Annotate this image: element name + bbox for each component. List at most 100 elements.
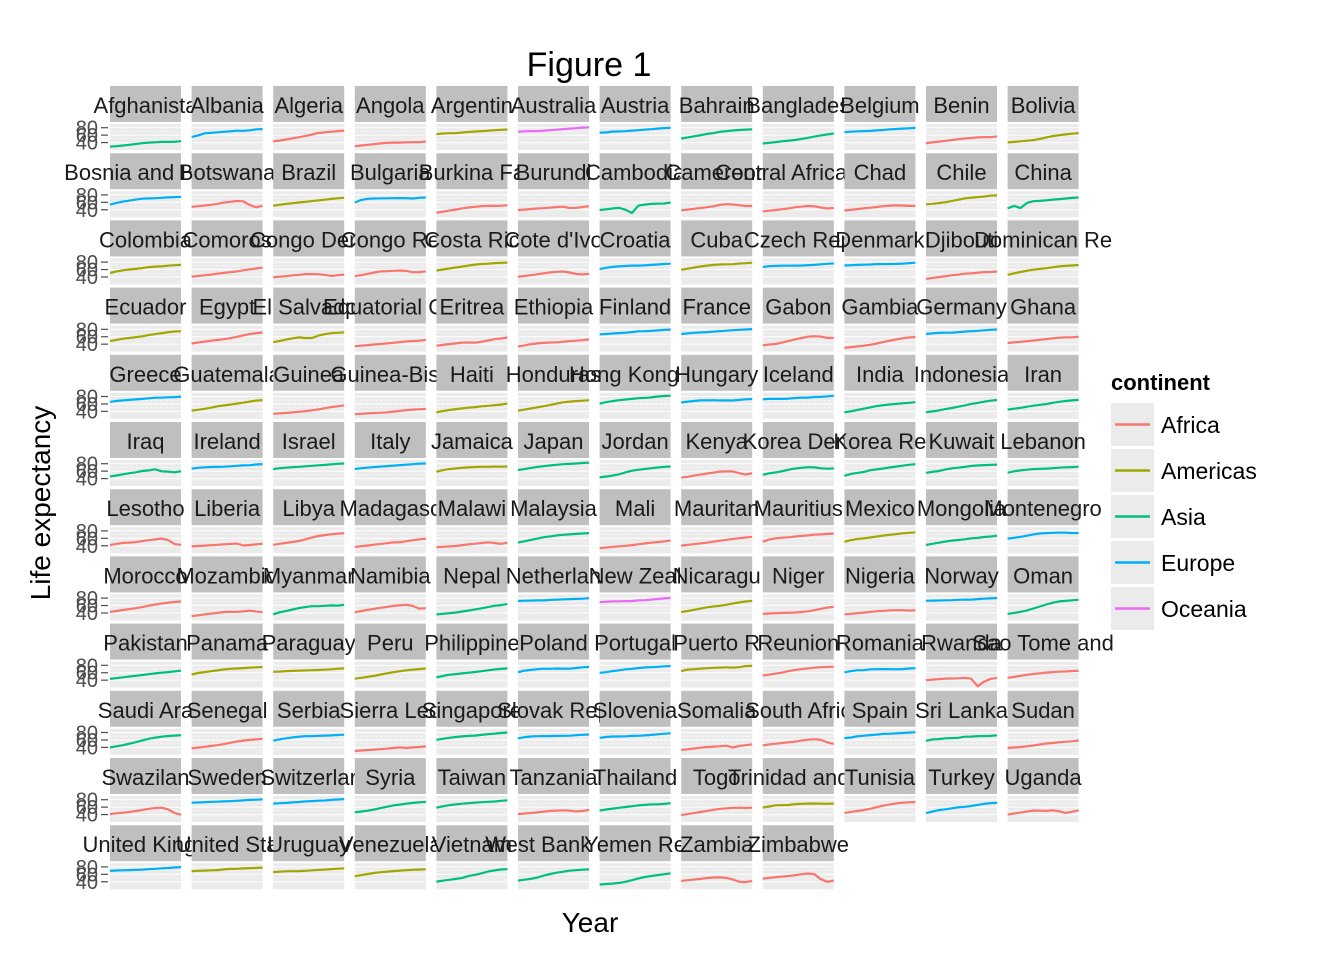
series-line: [925, 135, 998, 145]
panel-background: [436, 594, 508, 621]
facet-label: Israel: [282, 429, 336, 454]
facet-label: Swazilan: [101, 765, 189, 790]
facet-label: Belgium: [840, 93, 919, 118]
series-line: [599, 328, 671, 336]
series-line: [109, 734, 182, 749]
facet-panel: Nepal: [436, 556, 508, 621]
facet-label: Syria: [365, 765, 416, 790]
legend-label: Oceania: [1161, 596, 1247, 622]
facet-label: Lesotho: [106, 496, 184, 521]
series-line: [191, 199, 263, 209]
series-line: [191, 463, 263, 470]
facet-strip: [1007, 556, 1079, 593]
panel-background: [1007, 594, 1079, 621]
facet-strip: [354, 825, 426, 862]
series-line: [436, 128, 508, 136]
facet-strip: [518, 153, 589, 190]
facet-strip: [110, 422, 181, 458]
series-line: [762, 262, 834, 269]
facet-panel: Czech Rep: [744, 220, 853, 285]
facet-strip: [1007, 690, 1079, 727]
series-line: [599, 539, 671, 550]
facet-label: Libya: [282, 496, 335, 521]
y-tick-label: 40: [76, 603, 98, 625]
facet-label: Singapore: [422, 698, 522, 723]
legend-item: Oceania: [1111, 587, 1247, 630]
facet-strip: [273, 489, 345, 526]
facet-strip: [762, 86, 834, 122]
facet-panel: Rwanda: [921, 623, 1003, 688]
facet-panel: Dominican Re: [974, 220, 1112, 285]
facet-label: Puerto R: [673, 631, 760, 656]
facet-panel: Romania: [836, 623, 925, 688]
panel-background: [926, 796, 997, 822]
y-tick-label: 40: [76, 401, 98, 423]
facet-panel: Guinea-Biss: [330, 354, 450, 419]
panel-background: [110, 728, 181, 755]
series-line: [354, 868, 426, 878]
facet-strip: [599, 86, 671, 122]
facet-label: United Sta: [176, 832, 279, 857]
facet-strip: [599, 825, 671, 862]
facet-panel: Tanzania: [509, 758, 598, 822]
facet-panel: Montenegro: [984, 489, 1102, 554]
facet-strip: [273, 623, 345, 660]
series-line: [599, 465, 671, 479]
facet-strip: [762, 623, 834, 660]
series-line: [762, 605, 834, 615]
facet-panel: Djibouti: [925, 220, 998, 285]
panel-background: [762, 124, 834, 150]
series-line: [517, 665, 590, 674]
facet-strip: [926, 489, 997, 526]
facet-label: Senegal: [187, 698, 268, 723]
facet-strip: [110, 86, 181, 122]
facet-strip: [436, 690, 508, 727]
legend-item: Europe: [1111, 541, 1235, 584]
facet-panel: Namibia: [350, 556, 431, 621]
facet-panel: Slovak Rep: [497, 690, 610, 755]
facet-label: Oman: [1013, 563, 1073, 588]
facet-strip: [681, 758, 753, 794]
panel-background: [191, 527, 263, 554]
facet-strip: [191, 86, 263, 122]
facet-label: Poland: [519, 631, 588, 656]
series-line: [925, 534, 998, 547]
series-line: [762, 132, 834, 145]
series-line: [191, 665, 263, 676]
facet-strip: [926, 354, 997, 391]
series-line: [436, 465, 508, 473]
facet-panel: Panama: [186, 623, 269, 688]
y-tick-label: 80: [76, 588, 98, 610]
series-line: [273, 798, 345, 805]
facet-panel: Venezuela: [339, 825, 442, 890]
facet-strip: [518, 422, 589, 458]
facet-label: Liberia: [194, 496, 261, 521]
series-line: [436, 204, 508, 214]
legend-label: Africa: [1161, 412, 1220, 438]
facet-strip: [681, 825, 753, 862]
facet-strip: [1007, 422, 1079, 458]
facet-label: Rwanda: [921, 631, 1002, 656]
panel-background: [436, 460, 508, 486]
legend-label: Asia: [1161, 504, 1206, 530]
facet-strip: [354, 422, 426, 458]
facet-strip: [110, 623, 181, 660]
facet-strip: [191, 422, 263, 458]
facet-panel: Austria: [599, 86, 671, 150]
series-line: [109, 866, 182, 872]
facet-strip: [926, 690, 997, 727]
facet-label: Jordan: [601, 429, 668, 454]
facet-label: Tanzania: [509, 765, 598, 790]
facet-panel: Israel: [273, 422, 345, 486]
facet-label: Indonesia: [914, 362, 1010, 387]
facet-label: Dominican Re: [974, 227, 1112, 252]
facet-panel: Jamaica: [431, 422, 514, 486]
panel-background: [681, 392, 753, 419]
facet-label: Turkey: [928, 765, 994, 790]
series-line: [354, 537, 426, 549]
facet-panel: Cuba: [681, 220, 753, 285]
panel-background: [191, 124, 263, 150]
series-line: [925, 270, 998, 280]
